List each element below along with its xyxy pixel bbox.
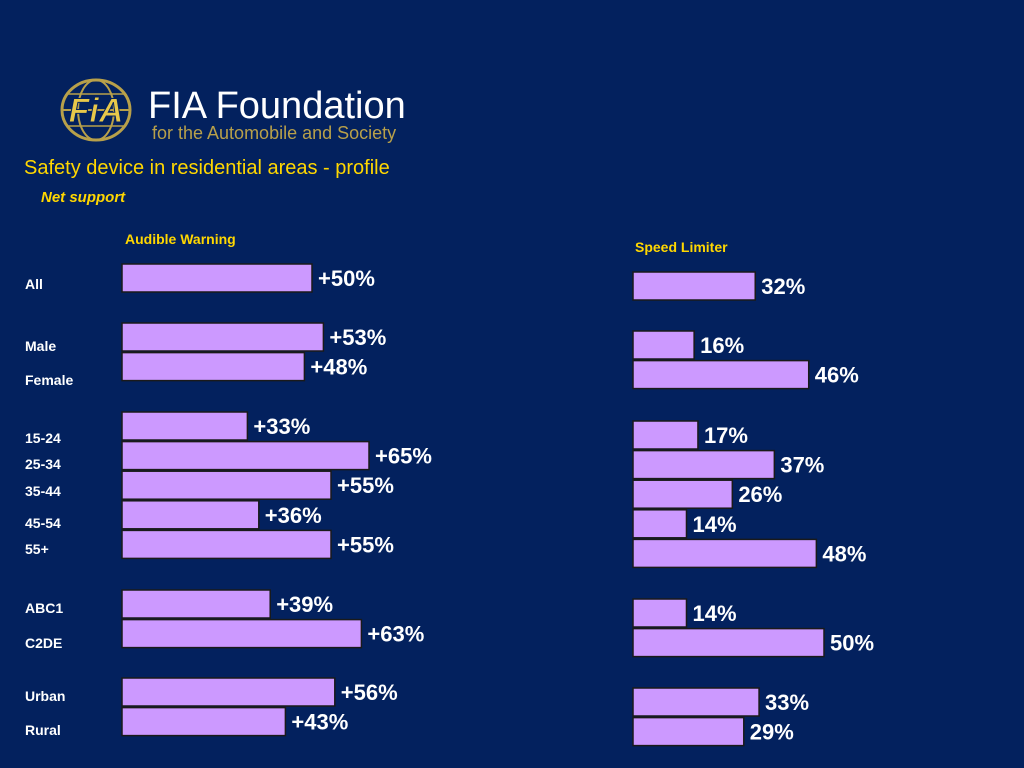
row-label-male: Male: [25, 338, 56, 354]
row-label-25-34: 25-34: [25, 456, 61, 472]
speed-limiter-bar-urban: [632, 687, 760, 717]
row-label-15-24: 15-24: [25, 430, 61, 446]
audible-warning-value-label-45-54: +36%: [265, 503, 322, 528]
audible-warning-value-label-female: +48%: [310, 355, 367, 380]
logo-tagline: for the Automobile and Society: [152, 123, 396, 143]
row-label-45-54: 45-54: [25, 515, 61, 531]
speed-limiter-bar-15-24: [632, 420, 699, 450]
row-label-urban: Urban: [25, 688, 65, 704]
speed-limiter-bar-25-34: [632, 449, 776, 480]
speed-limiter-value-label-abc1: 14%: [692, 601, 736, 626]
audible-warning-value-label-male: +53%: [329, 325, 386, 350]
speed-limiter-title: Speed Limiter: [635, 239, 728, 255]
speed-limiter-bar-c2de: [632, 627, 825, 658]
row-label-all: All: [25, 276, 43, 292]
page-title: Safety device in residential areas - pro…: [24, 157, 390, 179]
audible-warning-value-label-35-44: +55%: [337, 473, 394, 498]
audible-warning-bar-c2de: [121, 618, 363, 649]
speed-limiter-value-label-c2de: 50%: [830, 631, 874, 656]
logo-name: FIA Foundation: [148, 85, 406, 127]
audible-warning-value-label-55: +55%: [337, 532, 394, 557]
row-label-55: 55+: [25, 541, 49, 557]
speed-limiter-value-label-female: 46%: [815, 363, 859, 388]
audible-warning-value-label-c2de: +63%: [367, 622, 424, 647]
speed-limiter-value-label-urban: 33%: [765, 690, 809, 715]
audible-warning-value-label-all: +50%: [318, 266, 375, 291]
page-subtitle: Net support: [41, 189, 126, 206]
speed-limiter-bar-all: [632, 271, 756, 301]
speed-limiter-bar-rural: [632, 716, 745, 747]
audible-warning-bar-abc1: [121, 589, 271, 619]
speed-limiter-value-label-45-54: 14%: [692, 512, 736, 537]
audible-warning-bar-25-34: [121, 440, 370, 471]
speed-limiter-bar-55: [632, 538, 818, 569]
speed-limiter-bar-45-54: [632, 509, 688, 539]
audible-warning-bar-urban: [121, 677, 336, 707]
audible-warning-bar-45-54: [121, 500, 260, 530]
speed-limiter-value-label-rural: 29%: [750, 720, 794, 745]
row-labels: All Male Female 15-24 25-34 35-44 45-54 55+ ABC1…: [25, 276, 73, 738]
audible-warning-value-label-urban: +56%: [341, 680, 398, 705]
fia-globe-icon: FiA: [60, 78, 132, 142]
audible-warning-bar-all: [121, 263, 313, 293]
row-label-rural: Rural: [25, 722, 61, 738]
speed-limiter-value-label-25-34: 37%: [780, 453, 824, 478]
speed-limiter-value-label-15-24: 17%: [704, 423, 748, 448]
speed-limiter-value-label-male: 16%: [700, 333, 744, 358]
audible-warning-title: Audible Warning: [125, 231, 236, 247]
audible-warning-bar-55: [121, 529, 332, 560]
row-label-35-44: 35-44: [25, 483, 61, 499]
speed-limiter-value-label-all: 32%: [761, 274, 805, 299]
speed-limiter-value-label-55: 48%: [822, 541, 866, 566]
speed-limiter-bars: 32%16%46%17%37%26%14%48%14%50%33%29%: [632, 271, 874, 747]
speed-limiter-bar-female: [632, 359, 810, 390]
speed-limiter-bar-male: [632, 330, 695, 360]
audible-warning-value-label-15-24: +33%: [253, 414, 310, 439]
audible-warning-bar-rural: [121, 706, 287, 737]
row-label-c2de: C2DE: [25, 635, 62, 651]
speed-limiter-value-label-35-44: 26%: [738, 482, 782, 507]
fia-foundation-logo: FiA FIA Foundation for the Automobile an…: [60, 78, 406, 143]
audible-warning-value-label-abc1: +39%: [276, 592, 333, 617]
audible-warning-bar-35-44: [121, 470, 332, 500]
speed-limiter-bar-abc1: [632, 598, 688, 628]
svg-text:FiA: FiA: [69, 92, 124, 130]
speed-limiter-bar-35-44: [632, 479, 734, 509]
audible-warning-bars: +50% +53% +48% +33% +65% +55% +36% +55% +39% +63%…: [121, 263, 432, 737]
row-label-abc1: ABC1: [25, 600, 63, 616]
audible-warning-bar-male: [121, 322, 325, 352]
row-label-female: Female: [25, 372, 73, 388]
audible-warning-bar-female: [121, 351, 306, 382]
audible-warning-bar-15-24: [121, 411, 249, 441]
audible-warning-value-label-25-34: +65%: [375, 444, 432, 469]
audible-warning-value-label-rural: +43%: [291, 710, 348, 735]
